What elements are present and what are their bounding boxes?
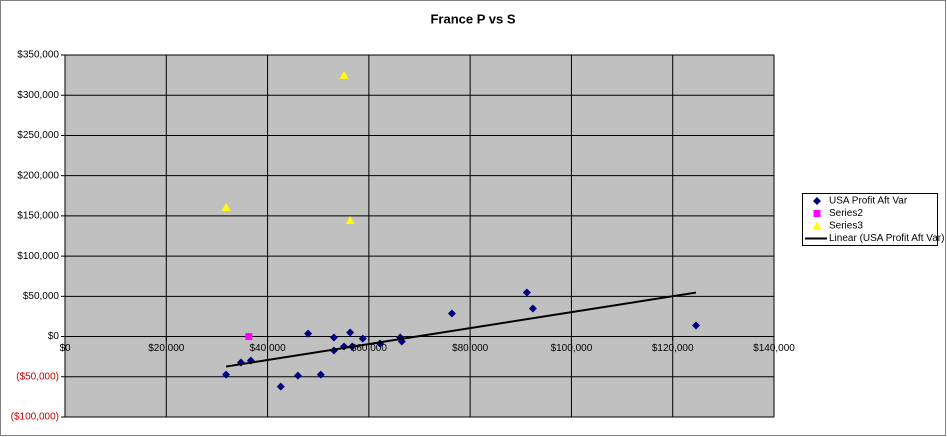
point: [339, 70, 349, 79]
point: [358, 334, 367, 343]
x-tick-label: $20,000: [148, 343, 185, 354]
legend-label: Series2: [829, 208, 863, 219]
y-tick-label: $250,000: [17, 130, 59, 141]
point: [329, 333, 338, 342]
y-tick-label: $200,000: [17, 170, 59, 181]
point: [447, 309, 456, 318]
x-tick-label: $100,000: [551, 343, 593, 354]
y-tick-label: $150,000: [17, 211, 59, 222]
y-tick-label: $350,000: [17, 50, 59, 61]
point: [293, 371, 302, 380]
legend-label: USA Profit Aft Var: [829, 196, 908, 207]
legend-label: Series3: [829, 221, 863, 232]
x-tick-label: $140,000: [753, 343, 795, 354]
x-tick-label: $120,000: [652, 343, 694, 354]
legend-label: Linear (USA Profit Aft Var): [829, 233, 944, 244]
point: [316, 370, 325, 379]
y-tick-label: $0: [48, 331, 60, 342]
y-tick-label: ($100,000): [11, 412, 59, 423]
point: [221, 203, 231, 212]
plot-area: [64, 54, 775, 418]
y-tick-label: ($50,000): [16, 371, 59, 382]
y-tick-label: $50,000: [23, 291, 60, 302]
y-tick-label: $100,000: [17, 251, 59, 262]
legend-marker: [813, 210, 821, 217]
point: [345, 215, 355, 224]
x-tick-label: $40,000: [249, 343, 286, 354]
point: [522, 288, 531, 297]
y-tick-label: $300,000: [17, 90, 59, 101]
point: [222, 370, 231, 379]
x-tick-label: $80,000: [452, 343, 489, 354]
legend-box: [802, 193, 938, 246]
point: [304, 329, 313, 338]
point: [346, 328, 355, 337]
point: [528, 304, 537, 313]
point: [276, 382, 285, 391]
point: [245, 333, 253, 341]
legend-marker: [813, 197, 821, 205]
trendline: [225, 291, 697, 368]
point: [692, 321, 701, 330]
chart-title: France P vs S: [430, 11, 515, 26]
legend-marker: [812, 221, 822, 230]
x-tick-label: $60,000: [351, 343, 388, 354]
